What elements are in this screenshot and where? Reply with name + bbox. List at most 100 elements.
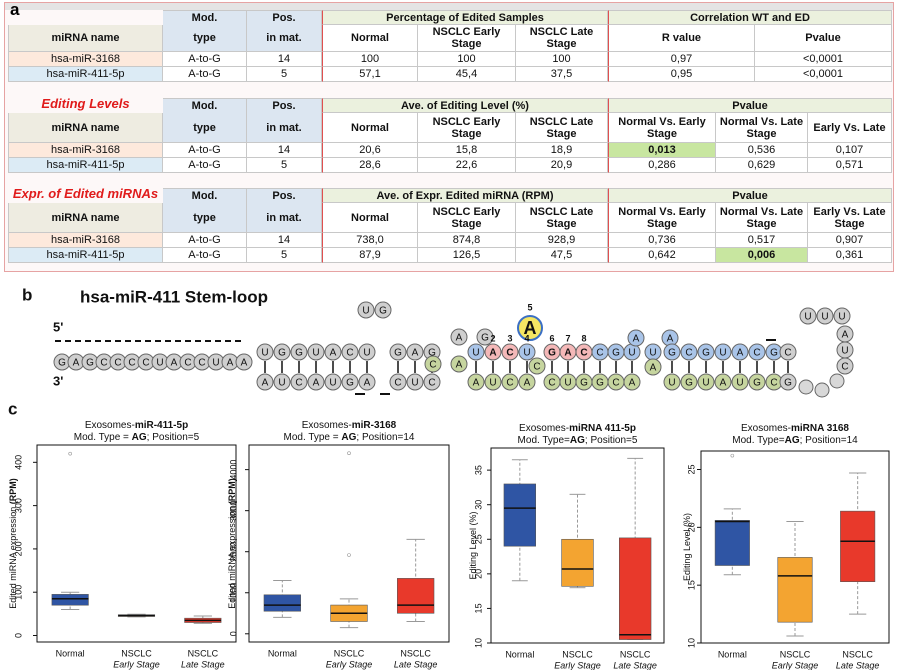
nucleotide-node bbox=[836, 357, 854, 375]
y-tick-label: 15 bbox=[473, 603, 483, 613]
nucleotide: U bbox=[278, 378, 285, 389]
title-part: Exosomes- bbox=[302, 420, 352, 431]
position-number: 5 bbox=[527, 302, 532, 312]
nucleotide-node bbox=[518, 343, 536, 361]
nucleotide: G bbox=[278, 348, 286, 359]
table-cell: A-to-G bbox=[163, 143, 247, 158]
chart-title: Exosomes-miR-3168 bbox=[302, 420, 397, 431]
title-part: Exosomes- bbox=[85, 420, 135, 431]
nucleotide: C bbox=[580, 348, 587, 359]
subtitle-part: ; Position=5 bbox=[147, 432, 200, 443]
table-cell: 0,013 bbox=[608, 143, 716, 158]
panel-label: c bbox=[8, 399, 17, 418]
nucleotide: U bbox=[489, 378, 496, 389]
nucleotide: A bbox=[720, 378, 727, 389]
x-tick-label: NSCLC bbox=[400, 648, 431, 658]
y-tick-label: 10 bbox=[473, 638, 483, 648]
y-axis-label: Editing Level (%) bbox=[682, 513, 692, 581]
nucleotide-node bbox=[779, 343, 797, 361]
nucleotide: C bbox=[506, 378, 513, 389]
nucleotide-node bbox=[389, 373, 407, 391]
nucleotide: U bbox=[212, 358, 219, 369]
group-header: Correlation WT and ED bbox=[608, 10, 892, 25]
y-tick-label: 200 bbox=[13, 541, 23, 556]
table-cell: 18,9 bbox=[516, 143, 608, 158]
table-cell: 14 bbox=[247, 143, 322, 158]
subtitle-part: AG bbox=[570, 435, 585, 446]
header-cell: type bbox=[163, 25, 247, 52]
nucleotide: A bbox=[330, 348, 337, 359]
nucleotide: G bbox=[481, 333, 489, 344]
outlier bbox=[730, 453, 735, 458]
subtitle-part: Mod. Type= bbox=[518, 435, 571, 446]
nucleotide: C bbox=[841, 362, 848, 373]
nucleotide-node bbox=[307, 343, 325, 361]
header-cell: Normal Vs. Early Stage bbox=[608, 203, 716, 233]
table-cell: hsa-miR-411-5p bbox=[8, 67, 163, 82]
nucleotide: A bbox=[73, 358, 80, 369]
nucleotide-node bbox=[389, 343, 407, 361]
outlier bbox=[347, 451, 351, 456]
subtitle-part: AG bbox=[785, 435, 800, 446]
box bbox=[619, 537, 652, 640]
nucleotide: A bbox=[456, 333, 463, 344]
position-number: 8 bbox=[581, 333, 586, 343]
table-cell: 15,8 bbox=[418, 143, 516, 158]
nucleotide-node bbox=[731, 373, 749, 391]
table-cell: 0,107 bbox=[808, 143, 892, 158]
subtitle-part: Mod. Type= bbox=[732, 435, 785, 446]
nucleotide-node bbox=[714, 343, 732, 361]
x-tick-label: Normal bbox=[505, 649, 534, 659]
position-number: 6 bbox=[549, 333, 554, 343]
position-number: 2 bbox=[490, 333, 495, 343]
loop-node bbox=[798, 379, 814, 395]
y-label-part: Edited miRNA expression bbox=[8, 504, 18, 609]
header-cell: in mat. bbox=[247, 25, 322, 52]
box bbox=[503, 483, 536, 547]
nucleotide: C bbox=[770, 378, 777, 389]
x-tick-label: Late Stage bbox=[613, 660, 657, 670]
nucleotide-node bbox=[663, 373, 681, 391]
nucleotide: A bbox=[313, 378, 320, 389]
nucleotide: G bbox=[784, 378, 792, 389]
y-tick-label: 3000 bbox=[228, 501, 238, 521]
table-cell: A-to-G bbox=[163, 52, 247, 67]
table-cell: 22,6 bbox=[418, 158, 516, 173]
subtitle-part: ; Position=14 bbox=[800, 435, 859, 446]
x-tick-label: Late Stage bbox=[394, 659, 438, 669]
y-label-part: Editing Level (%) bbox=[468, 511, 478, 579]
nucleotide: C bbox=[198, 358, 205, 369]
nucleotide: A bbox=[667, 334, 674, 345]
nucleotide: A bbox=[227, 358, 234, 369]
nucleotide: G bbox=[346, 378, 354, 389]
panel-label: b bbox=[22, 285, 32, 304]
chart-subtitle: Mod. Type = AG; Position=5 bbox=[74, 432, 200, 443]
table-cell: A-to-G bbox=[163, 67, 247, 82]
nucleotide-node bbox=[476, 328, 494, 346]
table-cell: 0,517 bbox=[716, 233, 808, 248]
table-cell: A-to-G bbox=[163, 233, 247, 248]
y-tick-label: 25 bbox=[473, 534, 483, 544]
nucleotide-node bbox=[501, 343, 519, 361]
table-cell: 0,907 bbox=[808, 233, 892, 248]
table-cell: 5 bbox=[247, 67, 322, 82]
nucleotide: C bbox=[394, 378, 401, 389]
stem-loop-title: hsa-miR-411 Stem-loop bbox=[80, 287, 268, 306]
y-tick-label: 1000 bbox=[228, 583, 238, 603]
header-cell: NSCLC Late Stage bbox=[516, 203, 608, 233]
nucleotide: A bbox=[650, 363, 657, 374]
nucleotide: A bbox=[633, 334, 640, 345]
header-cell: Pos. bbox=[247, 10, 322, 25]
box bbox=[263, 594, 301, 612]
nucleotide-node bbox=[324, 343, 342, 361]
nucleotide: C bbox=[506, 348, 513, 359]
header-cell: type bbox=[163, 113, 247, 143]
table-cell: A-to-G bbox=[163, 248, 247, 263]
nucleotide: U bbox=[411, 378, 418, 389]
table-cell: hsa-miR-3168 bbox=[8, 143, 163, 158]
nucleotide: G bbox=[753, 378, 761, 389]
box bbox=[840, 510, 876, 582]
nucleotide-node bbox=[799, 307, 817, 325]
nucleotide: C bbox=[128, 358, 135, 369]
